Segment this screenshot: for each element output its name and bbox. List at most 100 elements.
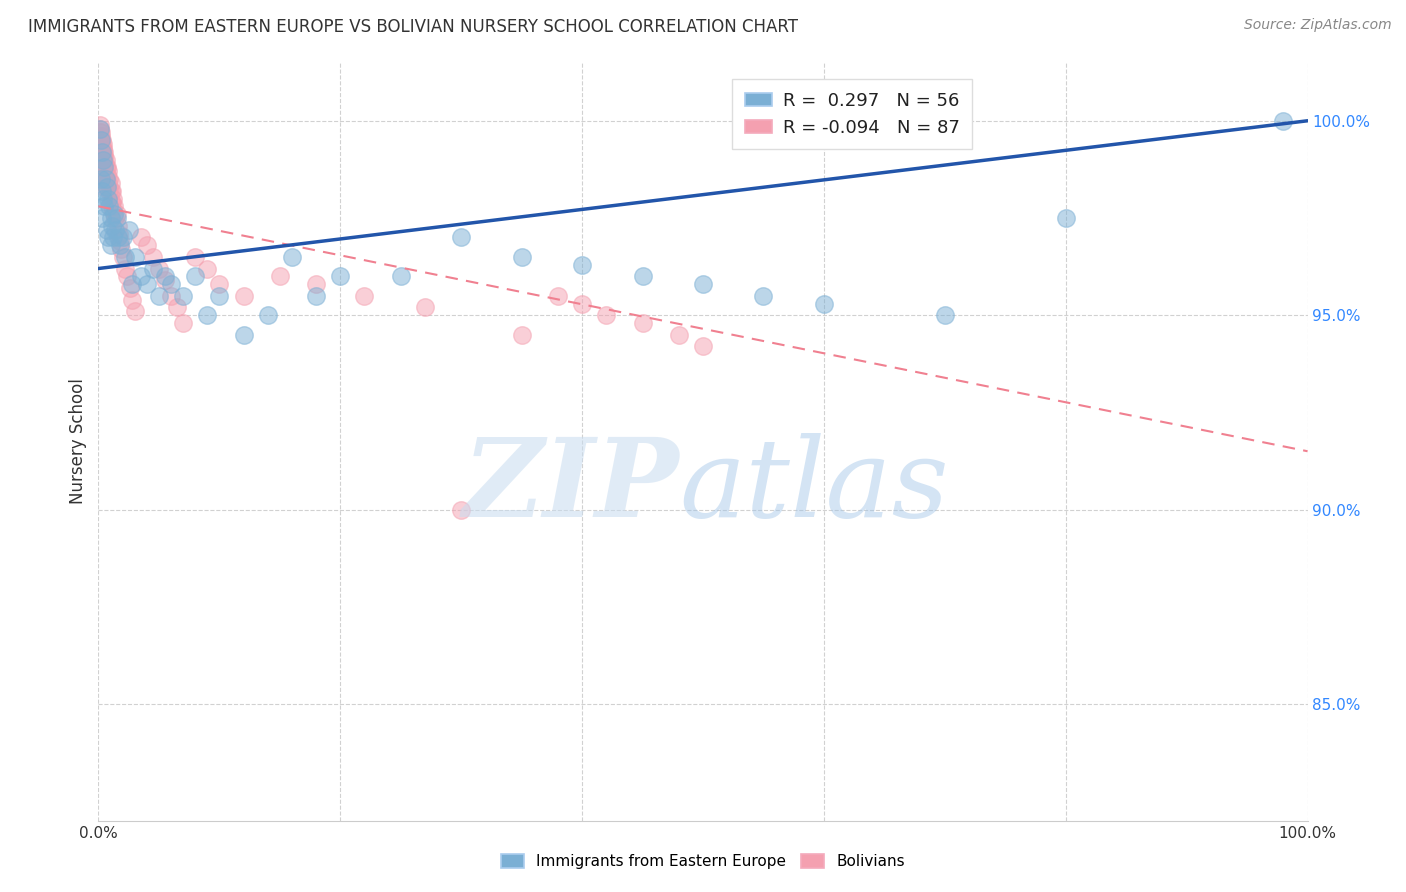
Point <box>90 133 112 147</box>
Point <box>93 199 115 213</box>
Point <box>121 277 143 291</box>
Point <box>93 172 115 186</box>
Point <box>93 145 115 159</box>
Point <box>110 242 132 256</box>
Text: Source: ZipAtlas.com: Source: ZipAtlas.com <box>1244 18 1392 32</box>
Point <box>91 141 114 155</box>
Point <box>389 269 412 284</box>
Point <box>172 316 194 330</box>
Point <box>631 316 654 330</box>
Point <box>1272 113 1295 128</box>
Point <box>93 161 115 175</box>
Text: IMMIGRANTS FROM EASTERN EUROPE VS BOLIVIAN NURSERY SCHOOL CORRELATION CHART: IMMIGRANTS FROM EASTERN EUROPE VS BOLIVI… <box>28 18 799 36</box>
Point <box>101 230 124 244</box>
Point <box>1054 211 1077 225</box>
Point <box>813 296 835 310</box>
Point <box>91 145 114 159</box>
Point <box>305 277 328 291</box>
Point <box>98 199 121 213</box>
Point <box>96 168 118 182</box>
Point <box>281 250 304 264</box>
Point <box>96 161 118 175</box>
Legend: Immigrants from Eastern Europe, Bolivians: Immigrants from Eastern Europe, Bolivian… <box>495 848 911 875</box>
Point <box>117 269 139 284</box>
Text: ZIP: ZIP <box>463 434 679 541</box>
Point <box>91 153 114 167</box>
Point <box>668 327 690 342</box>
Point <box>90 172 112 186</box>
Point <box>547 289 569 303</box>
Point <box>114 261 136 276</box>
Point <box>96 179 118 194</box>
Point <box>91 149 114 163</box>
Point <box>91 184 114 198</box>
Point <box>89 137 111 152</box>
Point <box>91 156 114 170</box>
Point <box>232 289 254 303</box>
Point <box>93 179 115 194</box>
Point <box>256 308 278 322</box>
Y-axis label: Nursery School: Nursery School <box>69 378 87 505</box>
Point <box>100 238 122 252</box>
Point <box>631 269 654 284</box>
Point <box>100 176 122 190</box>
Point <box>91 156 114 170</box>
Point <box>97 230 120 244</box>
Point <box>450 502 472 516</box>
Point <box>105 211 128 225</box>
Point <box>148 261 170 276</box>
Point <box>91 153 114 167</box>
Point <box>118 281 141 295</box>
Point <box>111 230 134 244</box>
Point <box>160 289 183 303</box>
Point <box>108 238 131 252</box>
Point <box>111 250 134 264</box>
Point <box>129 269 152 284</box>
Point <box>232 327 254 342</box>
Point <box>91 133 114 147</box>
Point <box>114 250 136 264</box>
Point <box>91 211 114 225</box>
Point <box>571 296 593 310</box>
Point <box>91 168 114 182</box>
Point <box>90 149 112 163</box>
Text: atlas: atlas <box>679 434 949 541</box>
Point <box>94 172 117 186</box>
Point <box>97 176 120 190</box>
Point <box>90 129 112 144</box>
Point <box>94 153 117 167</box>
Point <box>135 238 157 252</box>
Point <box>595 308 617 322</box>
Point <box>93 149 115 163</box>
Point <box>104 222 127 236</box>
Point <box>184 250 207 264</box>
Point <box>97 164 120 178</box>
Point <box>101 203 124 218</box>
Point <box>100 195 122 210</box>
Legend: R =  0.297   N = 56, R = -0.094   N = 87: R = 0.297 N = 56, R = -0.094 N = 87 <box>733 79 972 149</box>
Point <box>172 289 194 303</box>
Point <box>90 133 112 147</box>
Point <box>89 133 111 147</box>
Point <box>195 261 218 276</box>
Point <box>104 211 127 225</box>
Point <box>124 304 146 318</box>
Point <box>90 141 112 155</box>
Point <box>89 145 111 159</box>
Point <box>93 153 115 167</box>
Point <box>184 269 207 284</box>
Point <box>90 137 112 152</box>
Point <box>108 235 131 249</box>
Point <box>208 289 231 303</box>
Point <box>148 289 170 303</box>
Point <box>89 121 111 136</box>
Point <box>91 145 114 159</box>
Point <box>100 219 122 233</box>
Point <box>153 273 176 287</box>
Point <box>96 222 118 236</box>
Point <box>90 125 112 139</box>
Point <box>107 219 129 233</box>
Point <box>208 277 231 291</box>
Point <box>329 269 352 284</box>
Point <box>166 301 188 315</box>
